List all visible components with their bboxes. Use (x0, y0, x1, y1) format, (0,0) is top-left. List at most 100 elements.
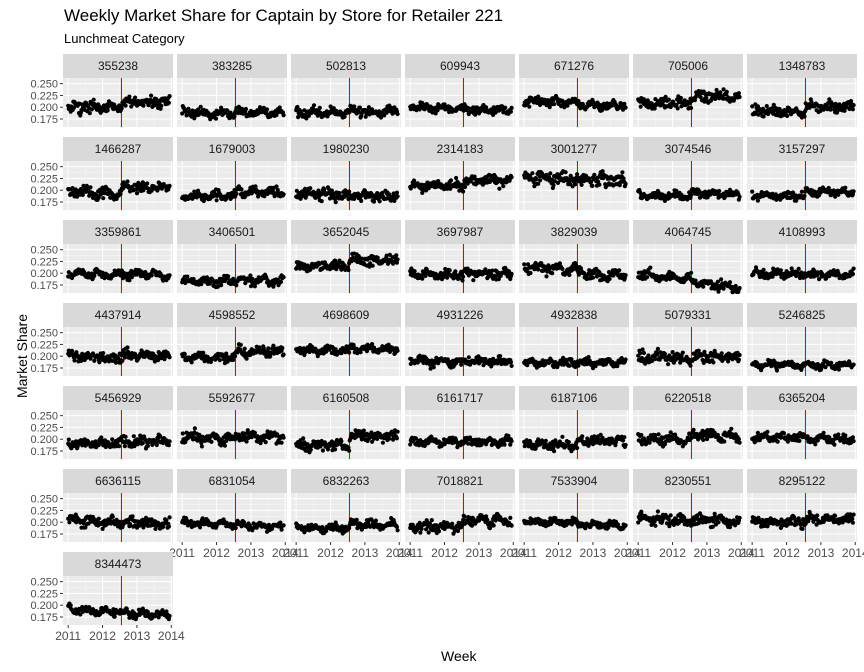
facet-panel-4931226: 4931226 (405, 303, 515, 376)
data-point (420, 100, 425, 106)
facet-label: 609943 (440, 59, 480, 73)
facet-panel-5079331: 5079331 (633, 303, 743, 376)
data-point (493, 110, 498, 115)
data-point (617, 268, 622, 273)
data-point (105, 108, 110, 113)
data-point (395, 257, 400, 262)
data-point (802, 114, 807, 119)
facet-label: 4931226 (437, 308, 484, 322)
data-point (347, 109, 352, 114)
data-point (675, 106, 680, 111)
data-point (378, 115, 384, 120)
data-point (454, 175, 459, 181)
facet-panel-609943: 609943 (405, 54, 515, 127)
data-point (159, 103, 164, 108)
data-point (567, 272, 572, 278)
panel-background (747, 161, 857, 210)
data-point (689, 105, 694, 111)
data-point (503, 105, 508, 110)
data-point (198, 104, 203, 109)
data-point (133, 95, 138, 100)
facet-label: 3359861 (95, 225, 142, 239)
data-point (447, 109, 452, 115)
data-point (357, 105, 362, 110)
data-point (243, 106, 248, 112)
data-point (166, 100, 171, 105)
y-tick-label: 0.175 (30, 280, 58, 292)
data-point (721, 87, 726, 92)
data-point (264, 107, 270, 112)
data-point (281, 113, 286, 118)
panel-background (405, 327, 515, 376)
data-point (509, 175, 514, 180)
facet-panel-4598552: 4598552 (177, 303, 287, 376)
data-point (274, 112, 279, 118)
data-point (551, 183, 556, 188)
data-point (154, 97, 159, 102)
data-point (395, 348, 400, 353)
data-point (663, 94, 668, 99)
facet-label: 3001277 (551, 142, 598, 156)
data-point (448, 178, 454, 183)
data-point (433, 111, 438, 116)
data-point (607, 276, 612, 282)
data-point (550, 271, 555, 276)
data-point (471, 278, 476, 283)
y-tick-label: 0.225 (30, 90, 58, 102)
data-point (648, 265, 653, 270)
data-point (530, 171, 535, 176)
data-point (201, 350, 206, 355)
data-point (680, 350, 685, 355)
data-point (447, 268, 452, 273)
data-point (394, 253, 399, 258)
data-point (727, 280, 733, 285)
data-point (534, 177, 539, 182)
data-point (736, 357, 742, 362)
data-point (785, 113, 790, 118)
facet-label: 4598552 (209, 308, 256, 322)
y-tick-label: 0.225 (30, 339, 58, 351)
facet-strip (63, 137, 173, 161)
data-point (266, 346, 271, 351)
data-point (217, 358, 222, 363)
data-point (623, 357, 628, 362)
facet-label: 3157297 (779, 142, 826, 156)
data-point (724, 89, 729, 94)
data-point (208, 117, 213, 122)
data-point (623, 273, 628, 278)
data-point (134, 191, 140, 196)
facet-strip (63, 54, 173, 78)
data-point (87, 111, 92, 116)
data-point (91, 97, 96, 102)
data-point (281, 192, 286, 197)
y-tick-label: 0.225 (30, 256, 58, 268)
data-point (522, 262, 527, 267)
data-point (548, 171, 553, 176)
panel-background (405, 244, 515, 293)
data-point (473, 112, 478, 117)
data-point (592, 172, 597, 177)
data-point (182, 352, 187, 357)
facet-panel-383285: 383285 (177, 54, 287, 127)
data-point (560, 266, 565, 272)
data-point (186, 106, 191, 111)
data-point (234, 283, 239, 288)
data-point (189, 360, 194, 365)
data-point (370, 263, 375, 268)
data-point (278, 279, 284, 284)
data-point (185, 274, 190, 279)
facet-label: 3697987 (437, 225, 484, 239)
y-tick-label: 0.200 (30, 185, 58, 197)
facet-label: 1348783 (779, 59, 826, 73)
data-point (140, 180, 145, 185)
facet-panel-705006: 705006 (633, 54, 743, 127)
data-point (317, 105, 322, 110)
data-point (850, 107, 856, 112)
data-point (497, 186, 502, 191)
y-tick-label: 0.250 (30, 328, 58, 340)
data-point (72, 358, 77, 363)
data-point (119, 106, 124, 111)
